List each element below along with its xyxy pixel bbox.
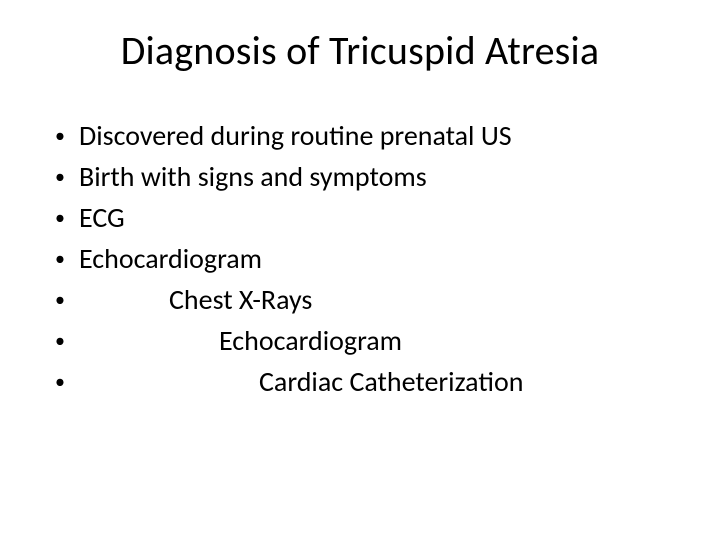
list-item: • Echocardiogram — [55, 323, 675, 358]
slide-body: • Discovered during routine prenatal US … — [55, 118, 675, 405]
list-item-text: Echocardiogram — [79, 323, 675, 358]
list-item: • Chest X-Rays — [55, 282, 675, 317]
slide: Diagnosis of Tricuspid Atresia • Discove… — [0, 0, 720, 540]
list-item-text: Discovered during routine prenatal US — [79, 118, 675, 153]
list-item: • Cardiac Catheterization — [55, 364, 675, 399]
list-item: • Birth with signs and symptoms — [55, 159, 675, 194]
bullet-icon: • — [55, 323, 79, 354]
slide-title: Diagnosis of Tricuspid Atresia — [0, 26, 720, 75]
list-item-text: Birth with signs and symptoms — [79, 159, 675, 194]
list-item-text: ECG — [79, 200, 675, 235]
list-item-text: Echocardiogram — [79, 241, 675, 276]
bullet-icon: • — [55, 364, 79, 395]
list-item: • Echocardiogram — [55, 241, 675, 276]
bullet-icon: • — [55, 241, 79, 272]
list-item: • Discovered during routine prenatal US — [55, 118, 675, 153]
bullet-icon: • — [55, 159, 79, 190]
list-item: • ECG — [55, 200, 675, 235]
bullet-icon: • — [55, 118, 79, 149]
bullet-icon: • — [55, 282, 79, 313]
list-item-text: Chest X-Rays — [79, 282, 675, 317]
list-item-text: Cardiac Catheterization — [79, 364, 675, 399]
bullet-icon: • — [55, 200, 79, 231]
